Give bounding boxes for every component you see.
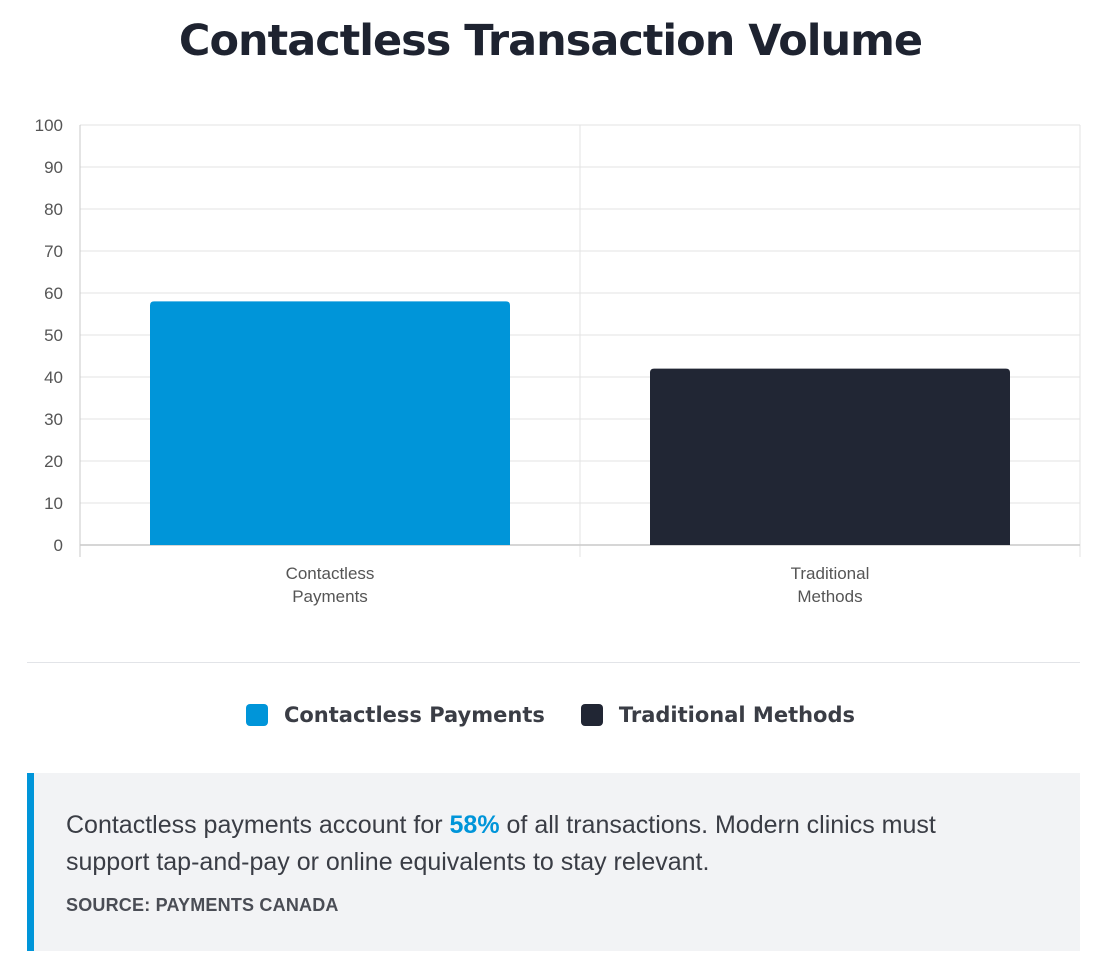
y-tick-label: 100 [35,116,63,135]
legend-swatch-contactless [245,704,268,726]
y-tick-label: 20 [44,452,63,471]
y-tick-label: 50 [44,326,63,345]
insight-callout: Contactless payments account for 58% of … [27,773,1080,951]
callout-text: Contactless payments account for 58% of … [66,807,966,881]
legend-item-traditional[interactable]: Traditional Methods [580,703,856,727]
callout-source: SOURCE: PAYMENTS CANADA [66,895,339,915]
x-tick-label: Contactless [286,564,375,583]
legend-item-contactless[interactable]: Contactless Payments [245,703,545,727]
legend-label-traditional: Traditional Methods [618,703,856,727]
x-tick-label: Traditional [791,564,870,583]
legend-swatch-traditional [580,704,603,726]
callout-text-after: of all transactions. Modern clinics must… [66,811,936,876]
y-tick-label: 40 [44,368,63,387]
y-tick-label: 10 [44,494,63,513]
y-tick-label: 0 [54,536,63,555]
y-tick-label: 60 [44,284,63,303]
divider [27,662,1080,663]
y-tick-label: 30 [44,410,63,429]
y-tick-label: 70 [44,242,63,261]
bar-1 [650,368,1010,545]
bar-chart: 0 10 20 30 40 50 60 70 80 90 100 Contactless Payment… [35,116,1081,606]
chart-legend: Contactless Payments Traditional Methods [0,703,1101,727]
y-tick-label: 80 [44,200,63,219]
chart-title: Contactless Transaction Volume [178,16,923,66]
x-tick-label: Methods [797,587,862,606]
bar-0 [150,301,510,545]
callout-text-before: Contactless payments account for [66,811,450,839]
callout-highlight: 58% [449,811,500,839]
x-tick-label: Payments [292,587,368,606]
y-tick-label: 90 [44,158,63,177]
legend-label-contactless: Contactless Payments [283,703,545,727]
